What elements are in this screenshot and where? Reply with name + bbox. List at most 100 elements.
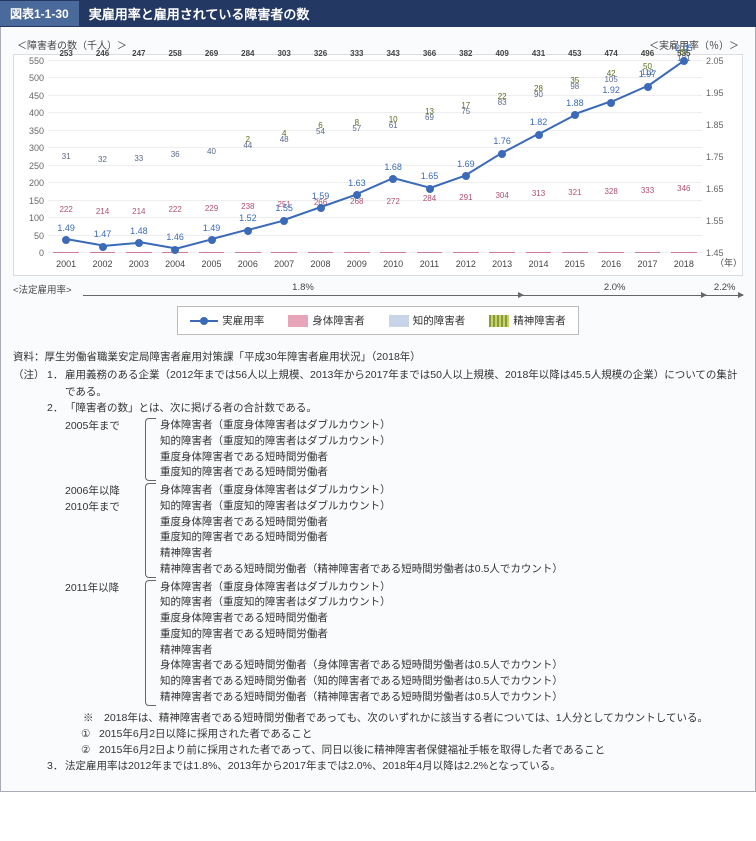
yr-tick: 2.05 (706, 56, 738, 66)
yl-tick: 450 (18, 91, 44, 101)
sum-label: 253 (48, 49, 84, 165)
bar-column: 247214332003 (121, 61, 157, 253)
figure-frame: ＜障害者の数（千人）＞ ＜実雇用率（％）＞ 050100150200250300… (0, 27, 756, 792)
legal-rate-seg: 2.2% (706, 282, 743, 296)
sum-label: 409 (484, 49, 520, 95)
rate-point (280, 217, 288, 225)
period-item: 精神障害者 (160, 643, 743, 659)
legend-ment: 精神障害者 (489, 313, 566, 328)
legend-intl: 知的障害者 (389, 313, 466, 328)
body-label: 333 (629, 186, 665, 195)
body-label: 272 (375, 197, 411, 206)
rate-label: 1.68 (384, 162, 402, 172)
yl-tick: 150 (18, 196, 44, 206)
bar-column: 258222362004 (157, 61, 193, 253)
yl-tick: 350 (18, 126, 44, 136)
sum-label: 247 (121, 49, 157, 167)
x-label: 2014 (528, 259, 548, 269)
sum-label: 343 (375, 49, 411, 118)
ment-label: 35 (557, 76, 593, 85)
ment-label: 42 (593, 69, 629, 78)
rate-label: 1.65 (421, 171, 439, 181)
notes: 資料：厚生労働省職業安定局障害者雇用対策課「平成30年障害者雇用状況」（2018… (13, 349, 743, 775)
x-label: 2016 (601, 259, 621, 269)
period-item: 身体障害者（重度身体障害者はダブルカウント） (160, 418, 743, 434)
ment-label: 17 (448, 101, 484, 110)
period-item: 身体障害者（重度身体障害者はダブルカウント） (160, 483, 743, 499)
bar-column: 43131390282014 (520, 61, 556, 253)
body-label: 313 (520, 189, 556, 198)
rate-label: 1.63 (348, 178, 366, 188)
yr-tick: 1.65 (706, 184, 738, 194)
source: 資料：厚生労働省職業安定局障害者雇用対策課「平成30年障害者雇用状況」（2018… (13, 349, 743, 365)
sum-label: 431 (520, 49, 556, 87)
rate-label: 1.92 (602, 85, 620, 95)
x-label: 2017 (637, 259, 657, 269)
rate-point (244, 227, 252, 235)
period-item: 身体障害者である短時間労働者（身体障害者である短時間労働者は0.5人でカウント） (160, 658, 743, 674)
period-item: 精神障害者である短時間労働者（精神障害者である短時間労働者は0.5人でカウント） (160, 690, 743, 706)
chart: 0501001502002503003504004505005501.451.5… (13, 54, 743, 276)
period-item: 重度知的障害者である短時間労働者 (160, 530, 743, 546)
period-block: 2006年以降 2010年まで身体障害者（重度身体障害者はダブルカウント）知的障… (65, 483, 743, 578)
yl-tick: 50 (18, 231, 44, 241)
rate-point (171, 246, 179, 254)
intl-label: 40 (193, 147, 229, 156)
legend-rate: 実雇用率 (190, 313, 264, 328)
x-label: 2011 (420, 259, 439, 269)
ment-label: 22 (484, 92, 520, 101)
body-label: 328 (593, 187, 629, 196)
yl-tick: 100 (18, 213, 44, 223)
yl-tick: 0 (18, 248, 44, 258)
rate-label: 1.97 (639, 69, 657, 79)
body-label: 222 (157, 205, 193, 214)
rate-point (353, 191, 361, 199)
body-label: 291 (448, 193, 484, 202)
rate-point (317, 204, 325, 212)
x-label: 2004 (165, 259, 185, 269)
rate-label: 1.46 (166, 232, 184, 242)
body-label: 214 (84, 207, 120, 216)
title-bar: 図表1-1-30 実雇用率と雇用されている障害者の数 (0, 0, 756, 27)
note-asterisk: ※ 2018年は、精神障害者である短時間労働者であっても、次のいずれかに該当する… (83, 710, 743, 726)
intl-label: 33 (121, 154, 157, 163)
legend-body: 身体障害者 (288, 313, 365, 328)
ment-label: 6 (302, 121, 338, 130)
period-item: 重度身体障害者である短時間労働者 (160, 450, 743, 466)
x-label: 2009 (347, 259, 367, 269)
bar-column: 3332685782009 (339, 61, 375, 253)
sum-label: 333 (339, 49, 375, 121)
body-label: 229 (193, 204, 229, 213)
period-item: 知的障害者（重度知的障害者はダブルカウント） (160, 595, 743, 611)
note-c2: 2015年6月2日より前に採用された者であって、同日以後に精神障害者保健福祉手帳… (99, 742, 743, 758)
x-label: 2003 (129, 259, 149, 269)
intl-label: 36 (157, 150, 193, 159)
rate-point (426, 185, 434, 193)
period-item: 精神障害者である短時間労働者（精神障害者である短時間労働者は0.5人でカウント） (160, 562, 743, 578)
bar-column: 2842384422006 (230, 61, 266, 253)
rate-point (571, 111, 579, 119)
bar-column: 246214322002 (84, 61, 120, 253)
body-label: 284 (411, 194, 447, 203)
legal-rate-seg: 2.0% (523, 282, 706, 296)
ment-label: 8 (339, 118, 375, 127)
x-label: 2005 (201, 259, 221, 269)
rate-point (607, 99, 615, 107)
legal-rate-seg: 1.8% (83, 282, 523, 296)
legend: 実雇用率 身体障害者 知的障害者 精神障害者 (177, 306, 579, 335)
period-item: 重度知的障害者である短時間労働者 (160, 465, 743, 481)
period-item: 身体障害者（重度身体障害者はダブルカウント） (160, 580, 743, 596)
rate-label: 1.88 (566, 98, 584, 108)
rate-point (535, 131, 543, 139)
rate-label: 1.69 (457, 159, 475, 169)
sum-label: 453 (557, 49, 593, 79)
rate-point (62, 236, 70, 244)
bar-column: 36628469132011 (411, 61, 447, 253)
rate-label: 1.82 (530, 117, 548, 127)
rate-point (208, 236, 216, 244)
period-item: 知的障害者である短時間労働者（知的障害者である短時間労働者は0.5人でカウント） (160, 674, 743, 690)
yl-tick: 200 (18, 178, 44, 188)
rate-point (498, 150, 506, 158)
bar-column: 535346121672018 (666, 61, 702, 253)
body-label: 238 (230, 202, 266, 211)
